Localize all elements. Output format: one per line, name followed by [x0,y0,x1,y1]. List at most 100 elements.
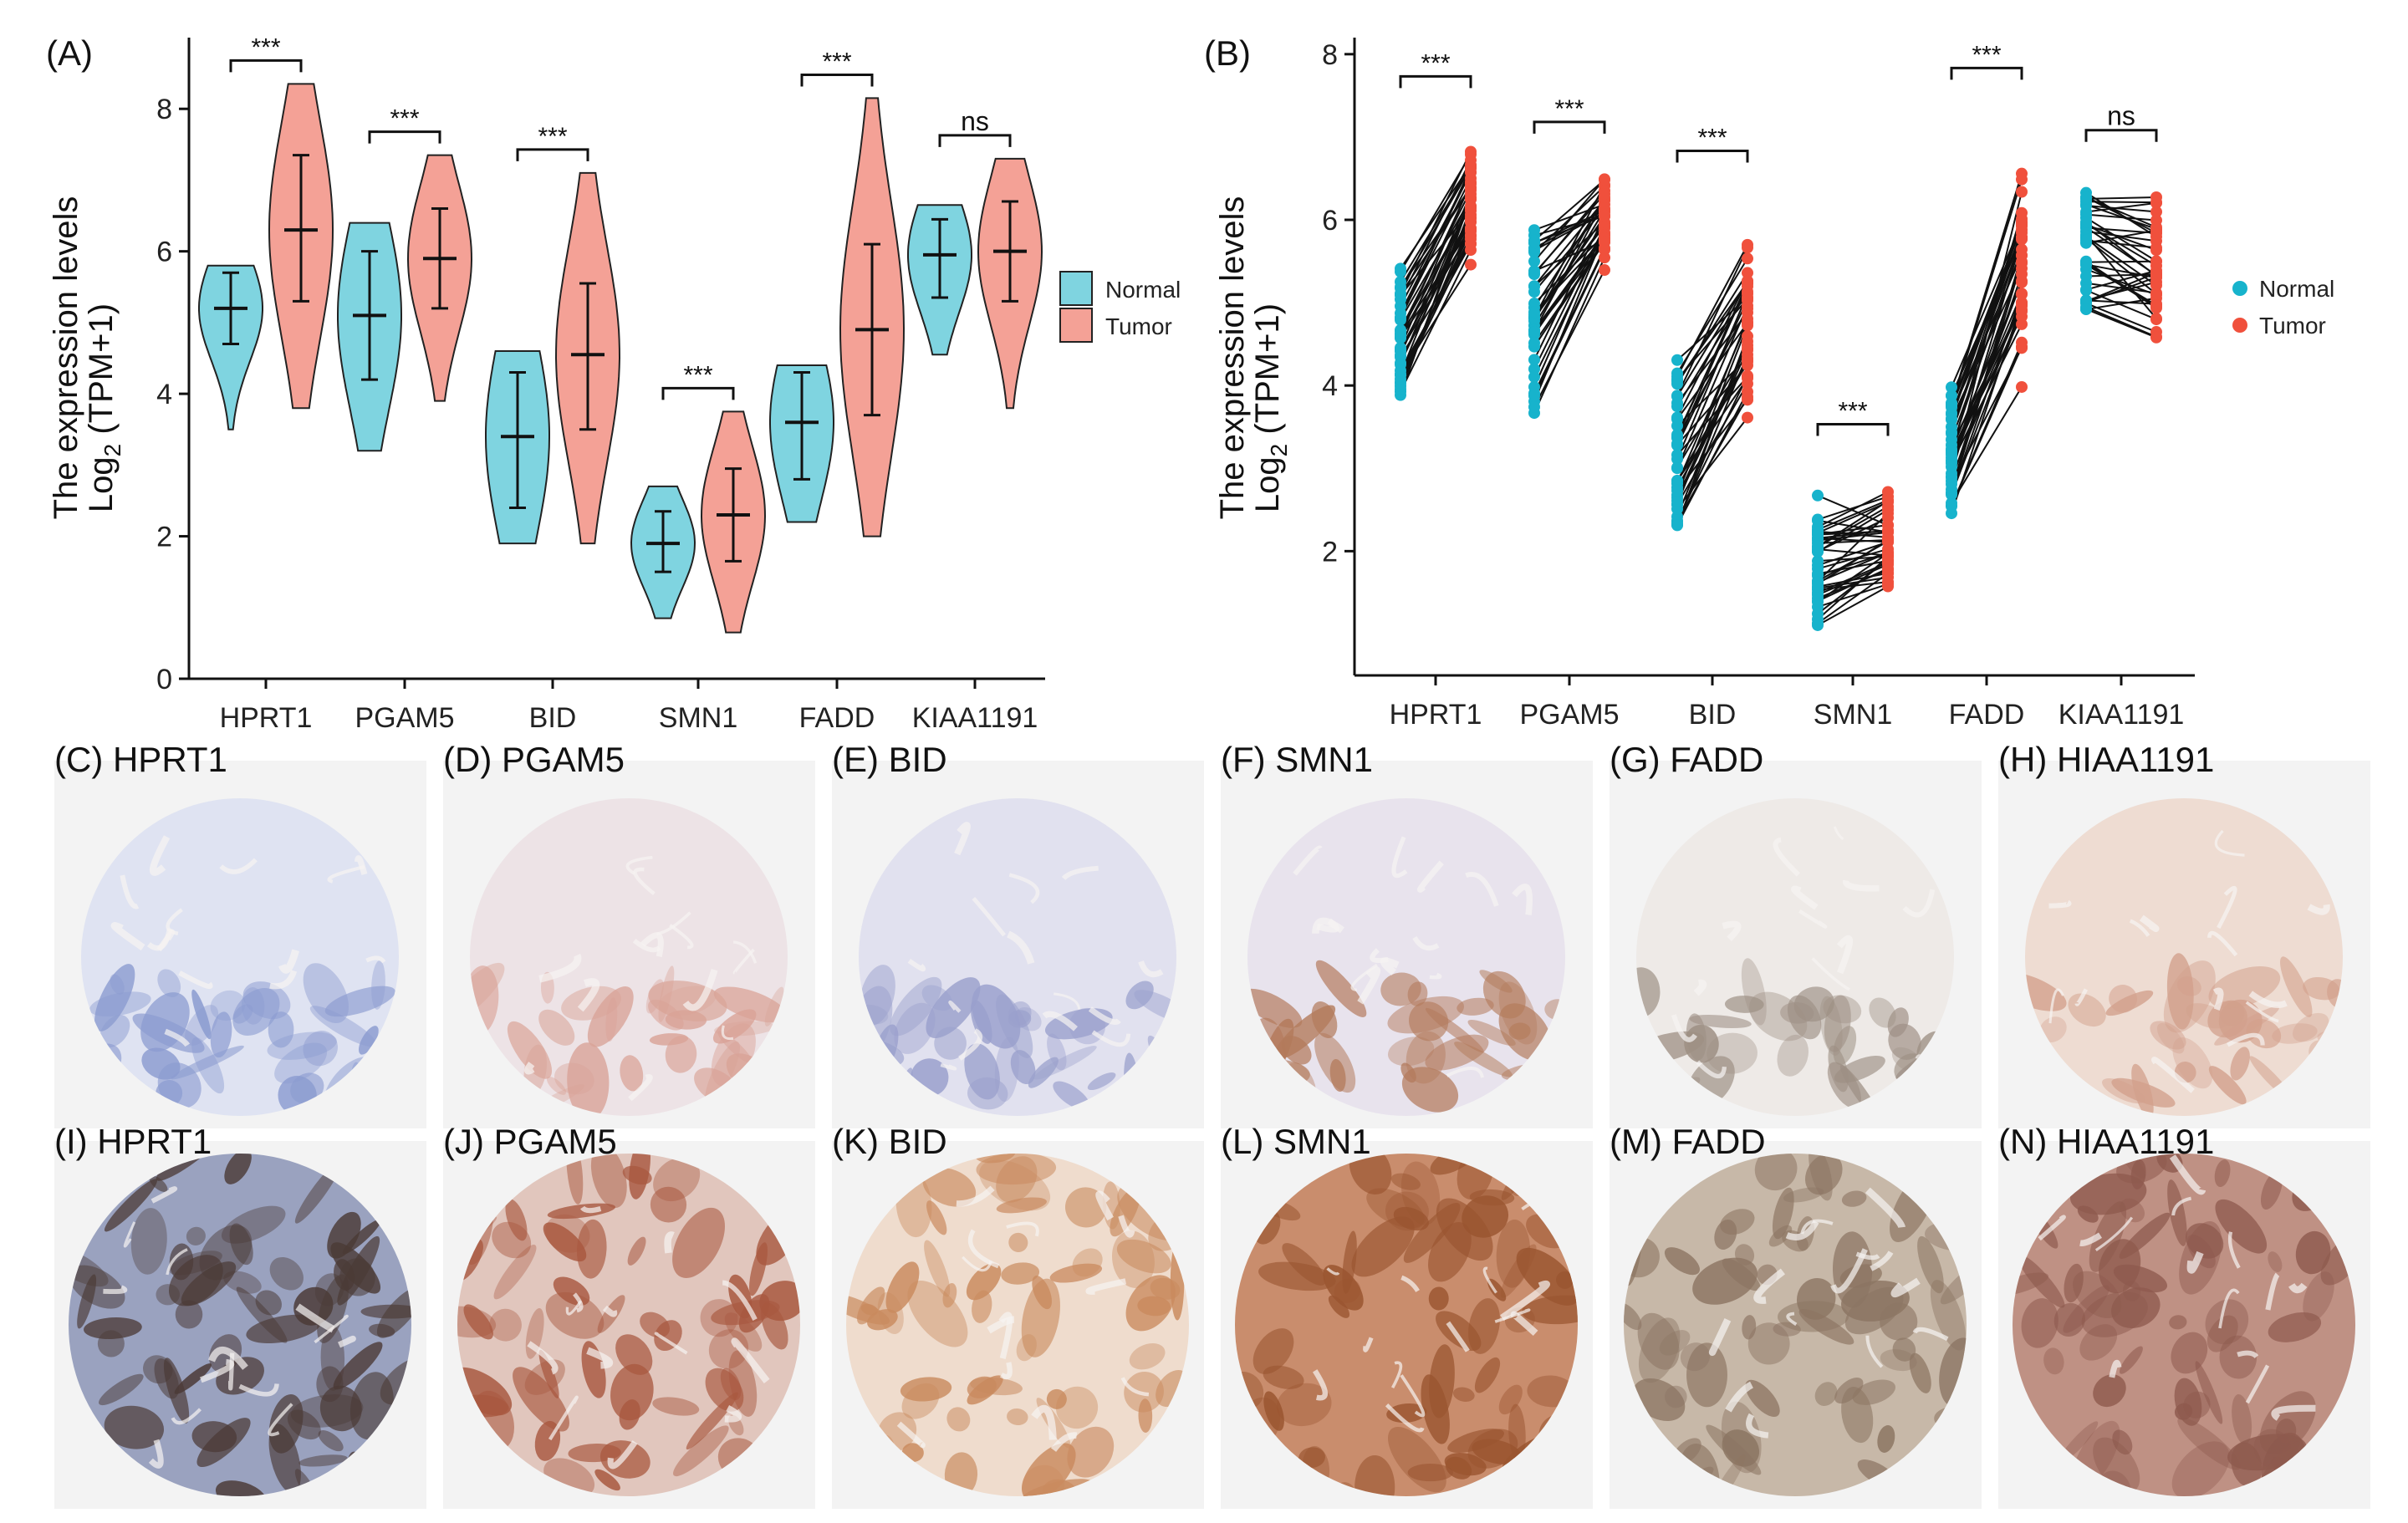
pair-line [2085,196,2157,200]
point-tumor [1465,148,1477,160]
significance-bracket [368,130,441,144]
point-tumor [1742,411,1753,424]
stain-blob [1841,1387,1874,1444]
stain-blob [1401,1067,1459,1113]
stain-blob [738,1473,800,1496]
x-tick-label-b: KIAA1191 [2059,699,2185,731]
stain-blob [1454,1042,1513,1077]
panel-label-a: (A) [46,33,93,73]
pair-line [2085,302,2157,333]
point-normal [1812,580,1824,593]
stain-blob [489,1308,522,1342]
stain-blob [2186,1223,2224,1259]
stroma-strand [1385,1403,1425,1433]
stain-blob [653,1157,701,1202]
stain-blob [1298,1447,1325,1469]
significance-bracket [1676,150,1749,163]
ylabel-line1: The expression levels [1214,196,1251,520]
stain-blob [2246,1018,2282,1049]
stain-blob [77,1274,97,1329]
stain-blob [926,1200,947,1235]
stain-blob [1624,1433,1656,1459]
stain-blob [1783,1187,1824,1203]
stain-blob [2037,1049,2052,1116]
pair-line [2085,234,2157,319]
stroma-strand [1708,1317,1732,1357]
stroma-strand [1363,1337,1374,1352]
stroma-strand [178,970,213,990]
stain-blob [1724,996,1764,1013]
stain-blob [2268,1251,2283,1272]
stain-blob [924,1240,951,1297]
stroma-strand [171,1408,202,1425]
legend-label-normal: Normal [1105,277,1181,303]
stroma-strand [1429,972,1442,980]
point-normal [1946,433,1957,446]
point-normal [1812,555,1824,568]
point-tumor [2016,243,2028,256]
stain-blob [1892,1337,1916,1362]
stroma-strand [1008,873,1040,904]
stroma-strand [1898,801,1911,839]
tissue-image [69,1154,411,1496]
stain-blob [546,1076,567,1095]
ihc-tile-label: (K) BID [832,1122,947,1161]
stain-blob [1403,1202,1461,1263]
stain-blob [1637,1312,1680,1370]
stain-blob [174,1363,212,1394]
stroma-strand [1671,1014,1698,1042]
stroma-strand [1118,1215,1135,1238]
stain-blob [492,1221,532,1259]
x-tick-label-b: HPRT1 [1390,699,1482,731]
pair-line [1533,209,1605,326]
point-tumor [2150,244,2162,257]
stroma-strand [2074,988,2089,1006]
stain-blob [567,1042,610,1116]
stain-blob [1393,1206,1429,1231]
significance-bracket [516,148,589,161]
stroma-strand [1050,1432,1078,1452]
stain-blob [538,1009,575,1046]
stain-blob [972,984,1021,1049]
stain-blob [1501,1154,1538,1200]
pair-line [2085,273,2157,278]
point-tumor [1742,354,1753,366]
stain-blob [1129,1343,1166,1370]
stroma-strand [2245,1364,2270,1404]
pair-line [1400,196,1472,365]
stain-blob [2021,1298,2059,1348]
violin-normal [198,264,263,430]
stroma-strand [1095,1190,1114,1221]
stain-blob [1235,1441,1271,1456]
point-tumor [2016,167,2028,180]
pair-line [1951,293,2023,494]
stain-blob [290,1072,324,1104]
stain-blob [104,1405,165,1449]
stain-blob [1787,995,1822,1040]
stroma-strand [2271,1404,2316,1421]
stroma-strand [640,932,664,958]
significance-label: *** [390,105,419,133]
stroma-strand [586,1347,614,1369]
stroma-strand [219,858,258,874]
point-normal [1395,276,1406,288]
stain-blob [538,1349,559,1398]
pair-line [1817,573,1889,624]
point-normal [1812,527,1824,539]
pair-line [1676,318,1748,496]
stroma-strand [1786,1312,1798,1327]
stain-blob [1273,1005,1336,1060]
significance-bracket [1950,66,2023,80]
stain-blob [2260,1154,2289,1171]
stain-blob [1841,1190,1867,1207]
x-tick-label-a: BID [529,702,577,734]
stain-blob [720,1368,742,1401]
y-tick-label-b: 4 [1322,370,1338,402]
stain-blob [1258,1261,1336,1291]
stain-blob [749,1242,768,1296]
stroma-strand [1510,1311,1538,1337]
stain-blob [1235,1177,1270,1207]
stain-blob [846,1292,890,1325]
point-normal [1671,449,1683,461]
point-tumor [1742,242,1753,254]
